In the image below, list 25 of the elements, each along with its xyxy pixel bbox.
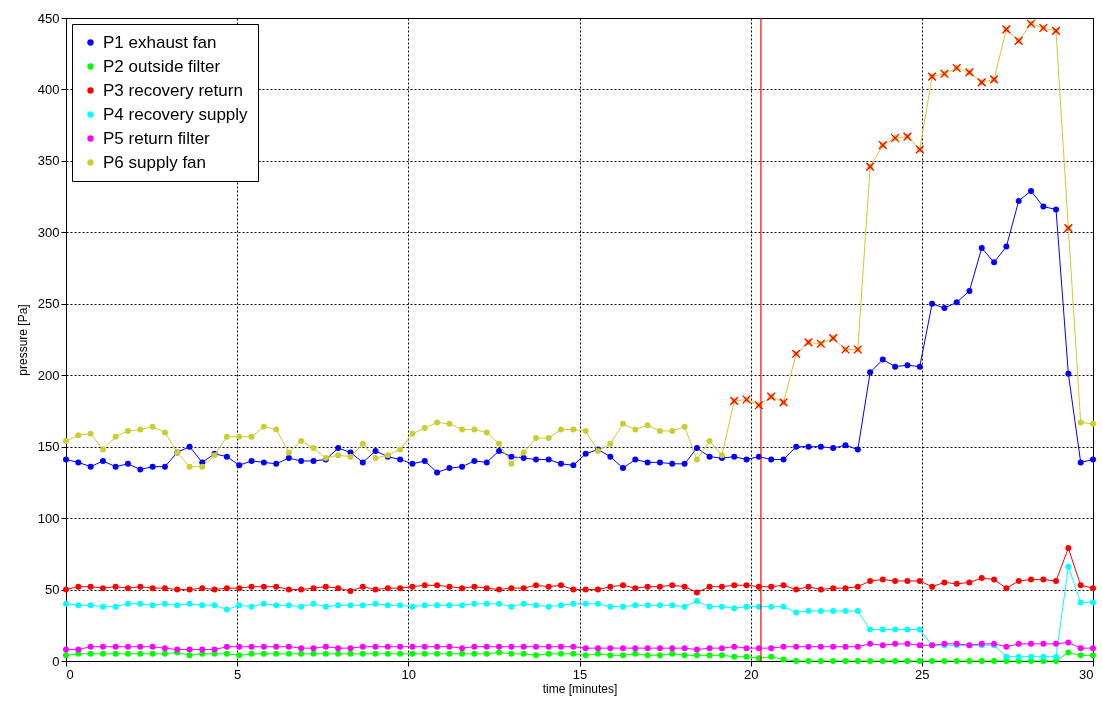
legend-label: P4 recovery supply [103, 104, 249, 124]
x-tick-label: 10 [401, 666, 417, 682]
x-tick-label: 20 [743, 666, 759, 682]
legend-label: P2 outside filter [103, 56, 221, 76]
y-tick-label: 350 [37, 153, 60, 169]
x-tick-label: 5 [234, 666, 242, 682]
x-tick-label: 0 [66, 666, 74, 682]
x-axis-title: time [minutes] [542, 681, 618, 696]
y-tick-label: 200 [37, 367, 60, 383]
y-tick-label: 250 [37, 296, 60, 312]
y-tick-label: 450 [37, 10, 60, 26]
x-tick-label: 30 [1079, 666, 1094, 682]
legend-label: P6 supply fan [103, 152, 207, 172]
y-tick-label: 50 [45, 582, 60, 598]
y-tick-label: 150 [37, 439, 60, 455]
y-tick-label: 0 [52, 653, 60, 669]
y-tick-label: 100 [37, 510, 60, 526]
legend-label: P5 return filter [103, 128, 211, 148]
x-tick-label: 25 [915, 666, 930, 682]
legend-label: P1 exhaust fan [103, 32, 217, 52]
y-tick-label: 300 [37, 224, 60, 240]
x-tick-label: 15 [572, 666, 588, 682]
y-axis-title: pressure [Pa] [15, 304, 30, 376]
legend-label: P3 recovery return [103, 80, 243, 100]
y-tick-label: 400 [37, 81, 60, 97]
